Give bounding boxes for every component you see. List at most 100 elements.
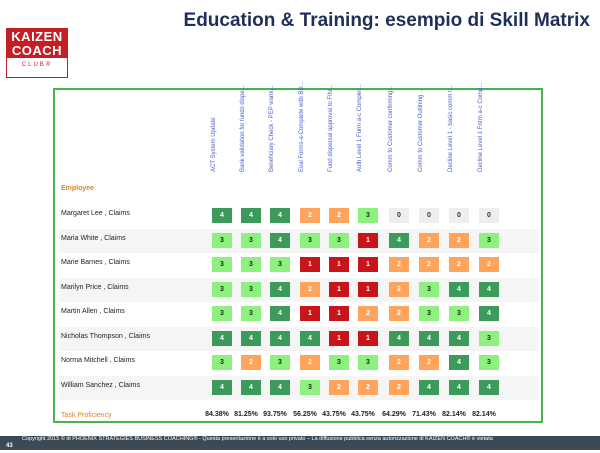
skill-level-cell: 3 xyxy=(270,257,290,272)
skill-level-cell: 3 xyxy=(212,257,232,272)
column-header-label: Beneficiary Check - PEP warni... xyxy=(269,85,275,172)
skill-level-cell: 4 xyxy=(241,330,261,346)
skill-level-cell: 2 xyxy=(419,232,439,248)
table-row: Norma Mitchell , Claims 3 2 3 2 3 3 2 2 4 3 xyxy=(59,351,539,375)
skill-level-cell: 3 xyxy=(212,306,232,321)
skill-level-cell: 1 xyxy=(329,281,349,297)
skill-level-cell: 3 xyxy=(449,306,469,321)
skill-level-cell: 4 xyxy=(449,379,469,395)
task-proficiency-value: 84.38% xyxy=(205,411,229,418)
skill-level-cell: 2 xyxy=(419,257,439,272)
column-header: ACT System Update xyxy=(211,98,225,178)
table-row: Marie Barnes , Claims 3 3 3 1 1 1 2 2 2 2 xyxy=(59,253,539,277)
skill-level-cell: 1 xyxy=(329,257,349,272)
logo-line1: KAIZEN xyxy=(7,29,67,44)
skill-level-cell: 4 xyxy=(449,281,469,297)
employee-name: William Sanchez , Claims xyxy=(61,381,140,389)
column-header-label: Eval Forms-a-Complete with BD... xyxy=(299,81,305,172)
skill-level-cell: 2 xyxy=(300,355,320,370)
skill-level-cell: 4 xyxy=(389,232,409,248)
footer: 43 Copyright 2015 © di PHOENIX STRATEGIE… xyxy=(0,436,600,450)
skill-level-cell: 2 xyxy=(389,281,409,297)
skill-level-cell: 4 xyxy=(419,330,439,346)
skill-level-cell: 3 xyxy=(241,281,261,297)
skill-level-cell: 0 xyxy=(389,208,409,223)
skill-level-cell: 1 xyxy=(329,306,349,321)
skill-level-cell: 4 xyxy=(212,379,232,395)
skill-level-cell: 2 xyxy=(241,355,261,370)
kaizen-coach-logo: KAIZEN COACH CLUB® xyxy=(6,28,68,78)
task-proficiency-value: 43.75% xyxy=(322,411,346,418)
skill-level-cell: 4 xyxy=(270,232,290,248)
skill-level-cell: 3 xyxy=(358,355,378,370)
skill-level-cell: 4 xyxy=(479,281,499,297)
skill-level-cell: 4 xyxy=(270,330,290,346)
task-proficiency-value: 71.43% xyxy=(412,411,436,418)
column-header: Eval Forms-a-Complete with BD... xyxy=(299,81,313,178)
skill-level-cell: 0 xyxy=(449,208,469,223)
column-header-label: ACT System Update xyxy=(211,117,217,172)
employee-name: Marie Barnes , Claims xyxy=(61,259,130,266)
employee-header: Employee xyxy=(61,185,95,192)
skill-level-cell: 0 xyxy=(419,208,439,223)
task-proficiency-value: 64.29% xyxy=(382,411,406,418)
skill-level-cell: 0 xyxy=(479,208,499,223)
skill-level-cell: 3 xyxy=(358,208,378,223)
skill-level-cell: 3 xyxy=(300,379,320,395)
skill-level-cell: 2 xyxy=(449,232,469,248)
skill-level-cell: 3 xyxy=(300,232,320,248)
task-proficiency-value: 93.75% xyxy=(263,411,287,418)
skill-level-cell: 2 xyxy=(358,306,378,321)
skill-level-cell: 4 xyxy=(300,330,320,346)
skill-level-cell: 3 xyxy=(241,306,261,321)
skill-level-cell: 3 xyxy=(241,257,261,272)
skill-level-cell: 4 xyxy=(479,379,499,395)
skill-level-cell: 1 xyxy=(300,306,320,321)
employee-name: Margaret Lee , Claims xyxy=(61,210,130,217)
skill-level-cell: 2 xyxy=(389,257,409,272)
table-row: Maria White , Claims 3 3 4 3 3 1 4 2 2 3 xyxy=(59,228,539,253)
skill-level-cell: 4 xyxy=(449,330,469,346)
column-header-label: Decline Level 1 - basic comm t... xyxy=(448,85,454,172)
skill-level-cell: 1 xyxy=(358,257,378,272)
skill-level-cell: 3 xyxy=(479,330,499,346)
skill-level-cell: 4 xyxy=(270,379,290,395)
skill-level-cell: 2 xyxy=(300,281,320,297)
skill-level-cell: 2 xyxy=(479,257,499,272)
employee-name: Martin Allen , Claims xyxy=(61,308,125,315)
column-header-label: Auth Level 1 Form a-c Complet... xyxy=(357,83,363,172)
employee-name: Maria White , Claims xyxy=(61,234,126,242)
column-header: Auth Level 1 Form a-c Complet... xyxy=(357,84,371,178)
copyright-text: Copyright 2015 © di PHOENIX STRATEGIES B… xyxy=(22,436,493,442)
logo-line2: COACH xyxy=(7,44,67,58)
skill-level-cell: 4 xyxy=(270,281,290,297)
skill-level-cell: 3 xyxy=(212,281,232,297)
skill-level-cell: 1 xyxy=(358,232,378,248)
skill-level-cell: 2 xyxy=(389,379,409,395)
employee-name: Norma Mitchell , Claims xyxy=(61,357,135,364)
table-row: Margaret Lee , Claims 4 4 4 2 2 3 0 0 0 0 xyxy=(59,204,539,228)
skill-level-cell: 2 xyxy=(329,379,349,395)
skill-level-cell: 2 xyxy=(449,257,469,272)
column-header: Fund dispersal approval to FIN... xyxy=(328,85,342,178)
column-header: Bank validation for funds dispe... xyxy=(240,85,254,178)
skill-level-cell: 4 xyxy=(212,330,232,346)
column-header: Beneficiary Check - PEP warni... xyxy=(269,85,283,178)
skill-level-cell: 2 xyxy=(329,208,349,223)
skill-level-cell: 1 xyxy=(329,330,349,346)
table-row: Martin Allen , Claims 3 3 4 1 1 2 2 3 3 4 xyxy=(59,302,539,326)
task-proficiency-value: 43.75% xyxy=(351,411,375,418)
skill-level-cell: 2 xyxy=(419,355,439,370)
skill-level-cell: 3 xyxy=(270,355,290,370)
column-header: Decline Level 1 - basic comm t... xyxy=(448,85,462,178)
skill-level-cell: 4 xyxy=(270,208,290,223)
skill-level-cell: 4 xyxy=(212,208,232,223)
task-proficiency-value: 82.14% xyxy=(442,411,466,418)
skill-level-cell: 2 xyxy=(389,355,409,370)
employee-name: Nicholas Thompson , Claims xyxy=(61,332,150,340)
skill-level-cell: 3 xyxy=(419,306,439,321)
table-row: Marilyn Price , Claims 3 3 4 2 1 1 2 3 4 4 xyxy=(59,277,539,302)
page-number: 43 xyxy=(6,443,13,449)
column-header: Comm to Customer Outlining ... xyxy=(418,88,432,178)
skill-level-cell: 4 xyxy=(241,208,261,223)
